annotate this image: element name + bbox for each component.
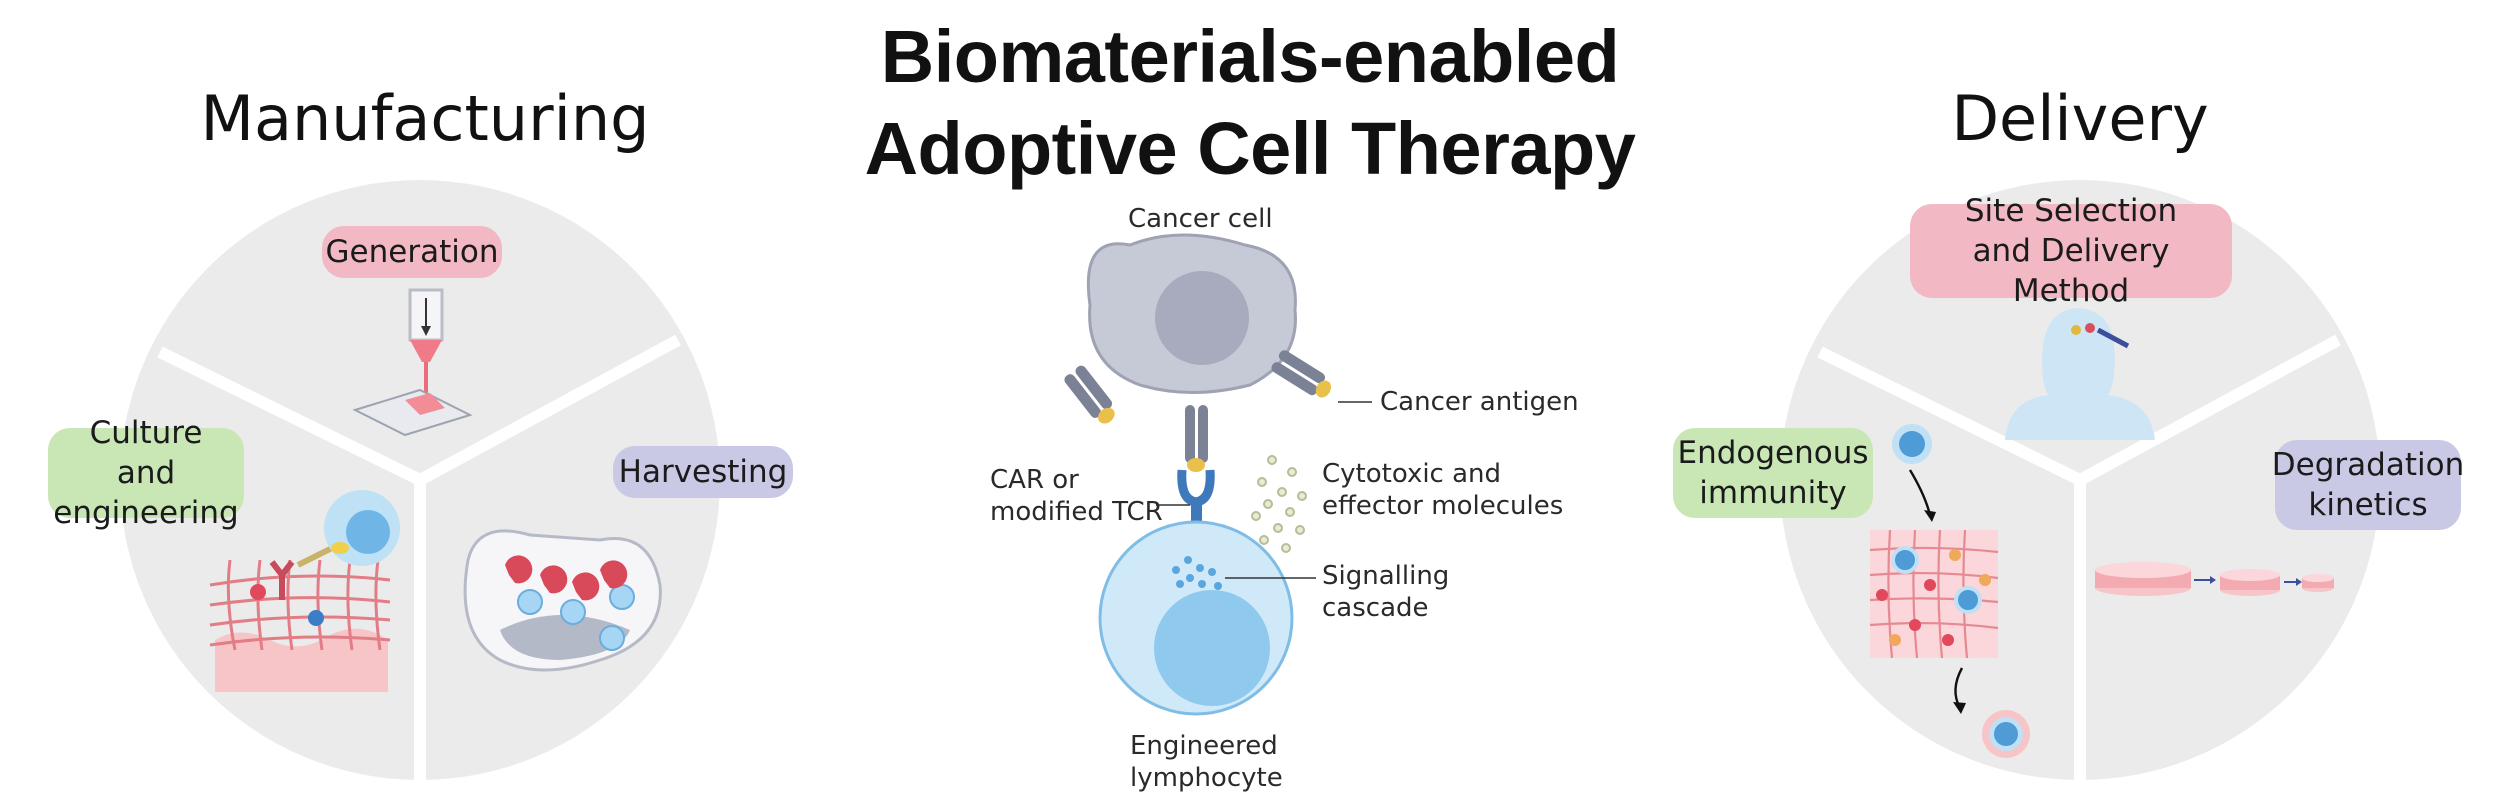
generation-pill: Generation: [322, 226, 502, 278]
engineered-label-line1: Engineered: [1130, 731, 1278, 761]
culture-line1: Culture and: [89, 415, 203, 491]
cancer-cell-label: Cancer cell: [1128, 204, 1273, 234]
pie-divider: [417, 334, 681, 486]
main-title-line2: Adoptive Cell Therapy: [864, 107, 1636, 190]
delivery-heading: Delivery: [1951, 82, 2209, 155]
bioprinter-icon: [352, 288, 473, 437]
degradation-line1: Degradation: [2271, 447, 2465, 483]
site-line1: Site Selection: [1964, 193, 2178, 229]
cytotoxic-label-line1: Cytotoxic and: [1322, 459, 1502, 489]
scaffold-icon: [209, 490, 400, 692]
site-line2: and Delivery Method: [1972, 233, 2170, 309]
car-label-line1: CAR or: [990, 465, 1079, 495]
culture-engineering-pill: Culture and engineering: [48, 415, 244, 531]
pie-divider: [1817, 346, 2083, 486]
cancer-antigen-label: Cancer antigen: [1380, 387, 1579, 417]
degradation-icon: [2095, 562, 2334, 596]
harvesting-pill: Harvesting: [613, 446, 793, 498]
cytotoxic-molecules: [1251, 455, 1307, 553]
pie-divider: [2077, 334, 2341, 486]
lymphocyte-icon: [1098, 520, 1294, 716]
cancer-cell-icon: [1064, 233, 1332, 472]
harvesting-icon: [463, 529, 662, 672]
signalling-label-line2: cascade: [1322, 593, 1429, 623]
signalling-label-line1: Signalling: [1322, 561, 1450, 591]
head-injection-icon: [2005, 308, 2155, 440]
engineered-label-line2: lymphocyte: [1130, 763, 1283, 793]
endogenous-immunity-pill: Endogenous immunity: [1673, 428, 1873, 518]
pie-divider: [157, 346, 423, 486]
endogenous-immunity-icon: [1869, 424, 2030, 758]
site-selection-pill: Site Selection and Delivery Method: [1910, 193, 2232, 309]
endogenous-line2: immunity: [1699, 475, 1847, 511]
cytotoxic-label-line2: effector molecules: [1322, 491, 1564, 521]
main-title-line1: Biomaterials-enabled: [880, 15, 1620, 98]
manufacturing-heading: Manufacturing: [200, 82, 650, 155]
leader-lines: [1156, 401, 1372, 579]
car-label-line2: modified TCR: [990, 497, 1163, 527]
endogenous-line1: Endogenous: [1677, 435, 1869, 471]
degradation-kinetics-pill: Degradation kinetics: [2271, 440, 2465, 530]
culture-line2: engineering: [53, 495, 239, 531]
degradation-line2: kinetics: [2308, 487, 2428, 523]
